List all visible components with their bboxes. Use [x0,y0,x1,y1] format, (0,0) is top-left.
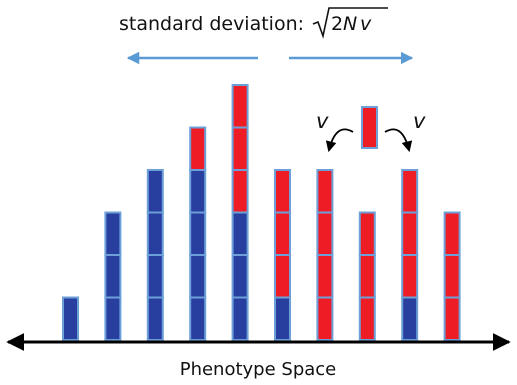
formula-v: v [360,13,372,35]
blue-individual-cell [104,296,122,341]
red-individual-cell [358,211,376,256]
mutating-individual-cell [361,106,378,149]
red-individual-cell [443,254,461,299]
red-individual-cell [316,169,334,214]
red-individual-cell [401,211,419,256]
red-individual-cell [189,126,207,171]
blue-individual-cell [189,211,207,256]
mutation-arrow-right [384,128,413,153]
red-individual-cell [316,254,334,299]
red-individual-cell [231,126,249,171]
title-prefix: standard deviation: [119,13,304,35]
blue-individual-cell [189,254,207,299]
red-individual-cell [443,296,461,341]
mutation-rate-label-right: v [413,109,426,133]
blue-individual-cell [231,296,249,341]
formula-coefficient: 2 [331,13,343,35]
blue-individual-cell [189,169,207,214]
mutation-rate-label-left: v [316,109,329,133]
red-individual-cell [401,254,419,299]
sqrt-formula: 2 N v [312,7,388,39]
blue-individual-cell [104,211,122,256]
blue-individual-cell [104,254,122,299]
red-individual-cell [274,254,291,299]
blue-individual-cell [146,296,164,341]
blue-individual-cell [274,296,291,341]
blue-individual-cell [146,169,164,214]
mutation-illustration: v v [316,106,426,153]
blue-individual-cell [146,211,164,256]
red-individual-cell [443,211,461,256]
formula-N: N [343,13,357,35]
blue-individual-cell [189,296,207,341]
x-axis-label: Phenotype Space [180,359,337,380]
blue-individual-cell [231,254,249,299]
blue-individual-cell [401,296,419,341]
phenotype-histogram [62,84,461,341]
red-individual-cell [316,211,334,256]
sqrt-radical-sign [312,7,388,39]
blue-individual-cell [231,211,249,256]
red-individual-cell [401,169,419,214]
red-individual-cell [358,296,376,341]
mutation-arrow-left [325,128,354,153]
red-individual-cell [316,296,334,341]
red-individual-cell [274,211,291,256]
red-individual-cell [358,254,376,299]
title: standard deviation: 2 N v [119,7,388,39]
red-individual-cell [274,169,291,214]
red-individual-cell [231,84,249,129]
blue-individual-cell [62,296,79,341]
red-individual-cell [231,169,249,214]
blue-individual-cell [146,254,164,299]
